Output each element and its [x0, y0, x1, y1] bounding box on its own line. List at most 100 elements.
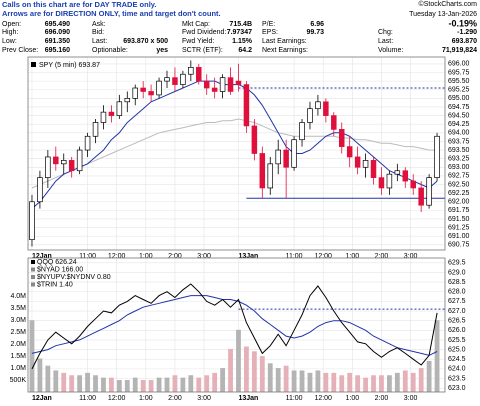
candle-body [45, 156, 51, 178]
y-tick-label: 692.75 [448, 173, 470, 180]
candle-body [172, 77, 178, 85]
quote-label: Volume: [378, 47, 403, 54]
x-tick-label: 11:00 [286, 395, 303, 402]
volume-bar [61, 372, 67, 392]
y-tick-label: 695.50 [448, 78, 470, 85]
volume-bar [228, 348, 233, 392]
brand: ©StockCharts.com [419, 0, 478, 8]
legend-label: SPY (5 min) 693.87 [39, 62, 100, 69]
candle-body [29, 201, 35, 241]
volume-bar [275, 368, 281, 392]
candle-body [434, 135, 440, 178]
quote-label: Fwd Yield: [182, 38, 214, 45]
y-tick-label: 691.00 [448, 233, 470, 240]
y-tick-label: 693.50 [448, 147, 470, 154]
y-tick-label: 625.0 [448, 346, 466, 353]
candle-body [108, 111, 115, 116]
candle-body [338, 129, 345, 147]
quote-label: P/E: [262, 21, 275, 28]
quote-value: 7.97347 [227, 29, 252, 36]
legend-label: QQQ 626.24 [37, 259, 77, 266]
price-line [31, 295, 438, 356]
quote-value: -1.290 [457, 29, 477, 36]
volume-bar [109, 377, 114, 392]
x-tick-label: 12:00 [108, 395, 126, 402]
candle-body [402, 170, 409, 182]
volume-bar [251, 351, 257, 392]
y2-tick-label: 4.0M [10, 293, 26, 300]
volume-bar [37, 358, 43, 392]
candle-body [116, 101, 123, 116]
candle-body [275, 149, 281, 165]
volume-bar [323, 372, 329, 392]
y-tick-label: 695.00 [448, 95, 470, 102]
candle-body [227, 77, 234, 92]
y-tick-label: 629.0 [448, 269, 466, 276]
volume-bar [283, 365, 289, 392]
y-tick-label: 691.25 [448, 224, 470, 231]
volume-bar [434, 320, 440, 392]
x-tick-label: 12:00 [314, 253, 332, 260]
candle-body [386, 173, 393, 189]
y2-tick-label: 500K [10, 377, 27, 384]
candle-body [53, 156, 59, 165]
candle-body [92, 122, 99, 137]
moving-average [31, 118, 438, 189]
candle-body [426, 177, 432, 206]
y-tick-label: 693.25 [448, 156, 470, 163]
y-tick-label: 694.25 [448, 121, 470, 128]
volume-bar [259, 356, 265, 392]
legend-swatch [31, 260, 35, 264]
candle-body [283, 149, 289, 168]
candle-body [251, 125, 258, 154]
candle-body [203, 80, 210, 89]
y-tick-label: 626.5 [448, 318, 466, 325]
candle-body [291, 139, 297, 168]
plot-frame [27, 257, 446, 393]
x-tick-label: 3:00 [197, 253, 211, 260]
volume-bar [426, 360, 432, 392]
candle-body [196, 66, 202, 82]
legend-swatch [31, 62, 36, 67]
y-tick-label: 623.0 [448, 385, 466, 392]
y-tick-label: 691.50 [448, 216, 470, 223]
note: Calls on this chart are for DAY TRADE on… [2, 0, 156, 9]
volume-bar [77, 375, 83, 392]
volume-bar [220, 368, 225, 392]
quote-label: Last: [378, 38, 393, 45]
volume-bar [45, 365, 51, 392]
volume-bar [371, 375, 376, 392]
candle-body [140, 87, 146, 92]
volume-bar [410, 372, 416, 392]
quote-label: SCTR (ETF): [182, 47, 223, 54]
x-tick-label: 1:00 [139, 253, 153, 260]
quote-value: 691.350 [45, 38, 70, 45]
quote-value: -0.19% [448, 18, 477, 28]
note: Arrows are for DIRECTION ONLY, time and … [2, 9, 221, 18]
quote-date: Tuesday 13-Jan-2026 [409, 11, 477, 18]
y-tick-label: 695.75 [448, 69, 470, 76]
quote-label: Open: [2, 21, 21, 28]
candle-body [148, 91, 154, 96]
volume-bar [267, 363, 273, 392]
volume-bar [212, 372, 218, 392]
y-tick-label: 625.5 [448, 337, 466, 344]
candle-body [354, 156, 361, 168]
y-tick-label: 696.00 [448, 61, 470, 68]
volume-bar [402, 370, 408, 392]
volume-bar [69, 375, 75, 392]
y-tick-label: 690.75 [448, 242, 470, 249]
volume-bar [347, 372, 353, 392]
volume-bar [315, 370, 321, 392]
volume-bar [307, 372, 313, 392]
volume-bar [124, 380, 130, 392]
candle-body [84, 135, 91, 151]
quote-label: Ask: [92, 21, 106, 28]
y-tick-label: 624.0 [448, 366, 466, 373]
quote-label: Chg: [378, 29, 393, 36]
candle-body [37, 177, 43, 203]
candle-body [307, 108, 313, 123]
quote-value: 99.73 [306, 29, 324, 36]
y-tick-label: 693.00 [448, 164, 470, 171]
volume-bar [394, 372, 400, 392]
